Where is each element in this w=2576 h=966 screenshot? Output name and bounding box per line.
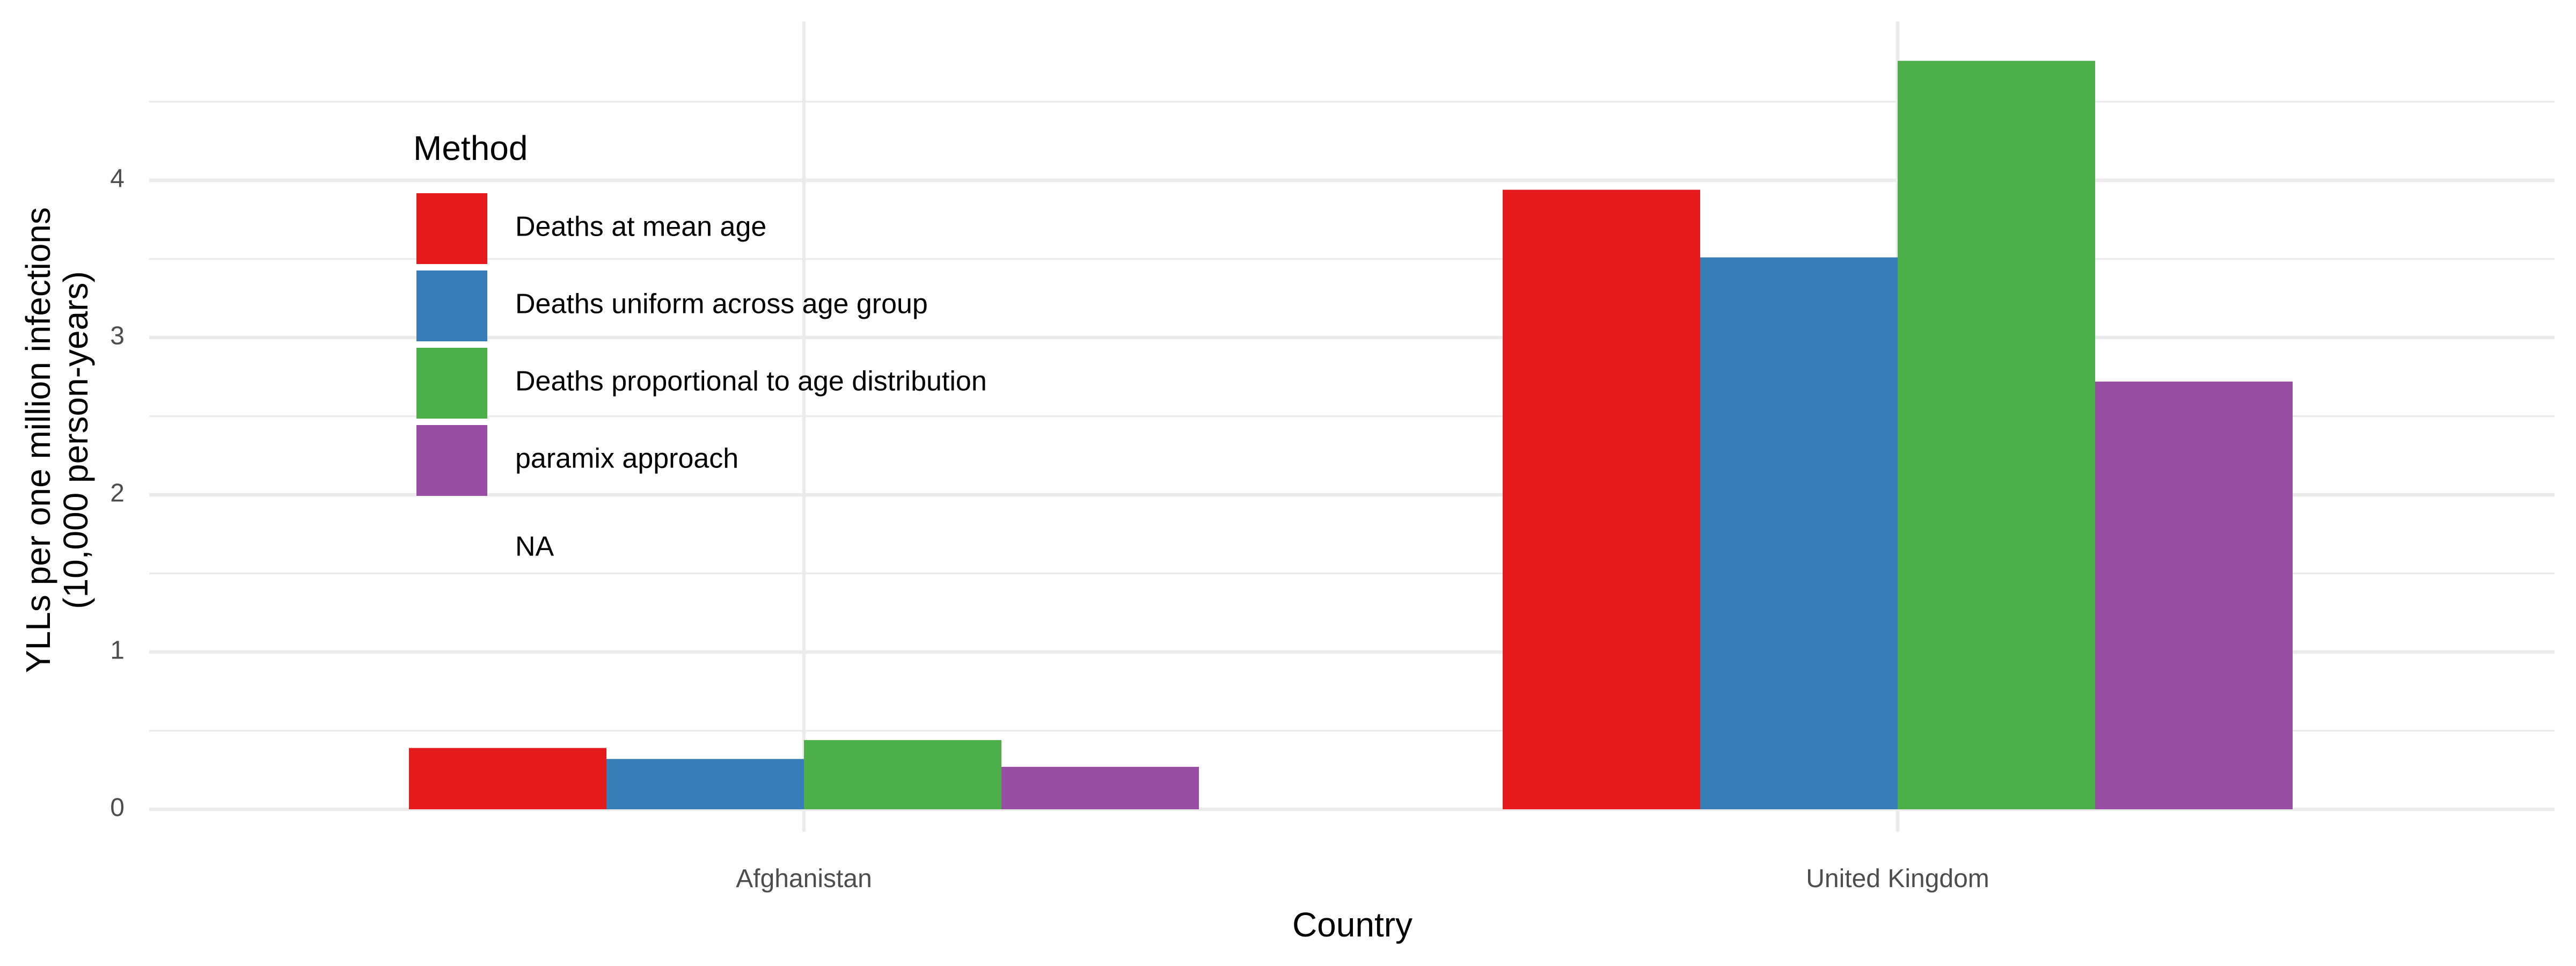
bars xyxy=(409,61,2293,810)
bar xyxy=(409,748,606,809)
y-tick-label: 2 xyxy=(110,479,125,508)
bar xyxy=(1001,766,1199,809)
bar xyxy=(804,740,1001,809)
bar xyxy=(2095,382,2293,809)
y-axis-title-line1: YLLs per one million infections xyxy=(19,207,57,673)
legend-label: Deaths uniform across age group xyxy=(515,289,928,320)
bar xyxy=(606,759,804,809)
legend-key xyxy=(416,348,487,419)
y-tick-label: 1 xyxy=(110,636,125,665)
bar xyxy=(1898,61,2095,810)
legend-label: Deaths proportional to age distribution xyxy=(515,366,987,397)
bar xyxy=(1503,189,1700,810)
x-axis-title: Country xyxy=(1292,905,1413,944)
legend-key xyxy=(416,270,487,341)
legend-label: Deaths at mean age xyxy=(515,211,766,243)
y-tick-label: 3 xyxy=(110,322,125,350)
bar xyxy=(1700,257,1898,809)
legend-label: paramix approach xyxy=(515,443,738,474)
x-axis-ticks: Afghanistan United Kingdom xyxy=(736,865,1989,893)
y-tick-label: 4 xyxy=(110,165,125,193)
y-axis-title-line2: (10,000 person-years) xyxy=(56,271,95,609)
legend-key xyxy=(416,193,487,264)
legend-label-na: NA xyxy=(515,531,554,562)
y-tick-label: 0 xyxy=(110,794,125,822)
x-tick-label: United Kingdom xyxy=(1806,865,1989,893)
y-axis-ticks: 0 1 2 3 4 xyxy=(110,165,125,822)
y-axis-title: YLLs per one million infections (10,000 … xyxy=(19,207,95,673)
legend-key xyxy=(416,425,487,496)
legend-title: Method xyxy=(413,129,528,167)
x-tick-label: Afghanistan xyxy=(736,865,872,893)
legend: Method Deaths at mean age Deaths uniform … xyxy=(413,129,987,562)
